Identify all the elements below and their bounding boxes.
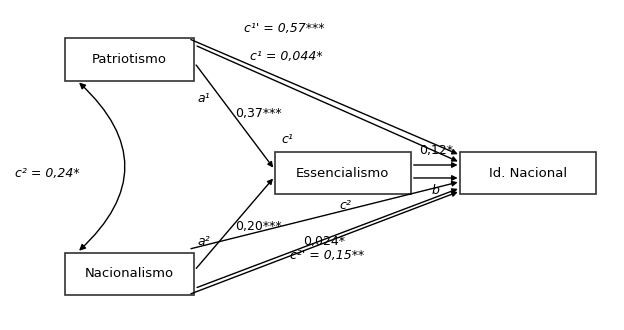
Text: Nacionalismo: Nacionalismo bbox=[85, 267, 174, 280]
Text: c¹ = 0,044*: c¹ = 0,044* bbox=[250, 50, 323, 63]
Text: a¹: a¹ bbox=[197, 92, 210, 105]
Text: Essencialismo: Essencialismo bbox=[296, 167, 389, 180]
FancyBboxPatch shape bbox=[275, 152, 411, 194]
Text: c²' = 0,15**: c²' = 0,15** bbox=[290, 249, 364, 262]
FancyBboxPatch shape bbox=[461, 152, 597, 194]
Text: Id. Nacional: Id. Nacional bbox=[489, 167, 567, 180]
Text: c² = 0,24*: c² = 0,24* bbox=[15, 167, 80, 180]
Text: Patriotismo: Patriotismo bbox=[92, 53, 167, 66]
Text: c¹: c¹ bbox=[281, 133, 293, 146]
Text: 0,37***: 0,37*** bbox=[235, 107, 281, 119]
FancyBboxPatch shape bbox=[65, 39, 195, 81]
Text: b: b bbox=[432, 184, 440, 197]
Text: 0,024*: 0,024* bbox=[303, 235, 344, 248]
Text: 0,20***: 0,20*** bbox=[235, 220, 281, 233]
Text: a²: a² bbox=[197, 235, 210, 248]
Text: c²: c² bbox=[340, 199, 352, 212]
Text: 0,12*: 0,12* bbox=[419, 144, 452, 157]
Text: c¹' = 0,57***: c¹' = 0,57*** bbox=[244, 22, 324, 35]
FancyBboxPatch shape bbox=[65, 252, 195, 295]
